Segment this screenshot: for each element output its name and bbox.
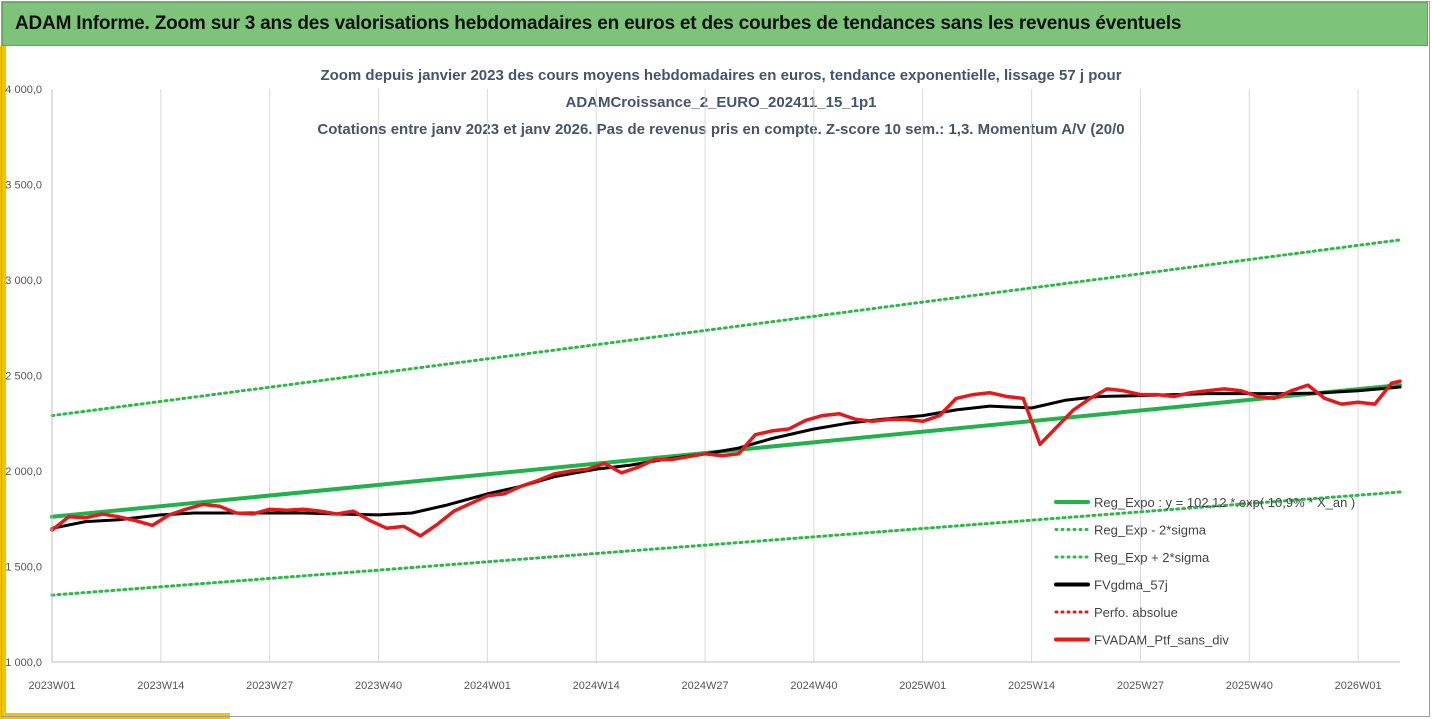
x-tick-label: 2024W40 (790, 680, 837, 692)
x-tick-label: 2023W27 (246, 680, 293, 692)
x-tick-label: 2023W01 (28, 680, 75, 692)
x-tick-label: 2026W01 (1335, 680, 1382, 692)
y-tick-label: 1 500,0 (5, 562, 42, 574)
legend-label: Perfo. absolue (1094, 605, 1178, 620)
x-tick-label: 2025W01 (899, 680, 946, 692)
legend-label: FVADAM_Ptf_sans_div (1094, 633, 1229, 648)
x-tick-label: 2024W01 (464, 680, 511, 692)
report-header: ADAM Informe. Zoom sur 3 ans des valoris… (2, 2, 1428, 46)
x-tick-label: 2023W14 (137, 680, 184, 692)
x-tick-label: 2023W40 (355, 680, 402, 692)
x-tick-label: 2025W40 (1226, 680, 1273, 692)
legend-label: Reg_Expo : y = 102,12 *.exp( 10,9% * X_a… (1094, 495, 1355, 510)
chart-axes: 2023W01 2023W14 2023W27 2023W40 2024W01 2024W… (5, 84, 1400, 692)
x-tick-label: 2024W27 (682, 680, 729, 692)
accent-bar-left (0, 46, 6, 719)
chart-legend: Reg_Expo : y = 102,12 *.exp( 10,9% * X_a… (1054, 495, 1355, 648)
y-tick-label: 2 500,0 (5, 371, 42, 383)
series-reg-exp-2-sigma (50, 490, 1402, 597)
series-fvadam-ptf-sans-div (50, 379, 1402, 538)
x-tick-label: 2025W27 (1117, 680, 1164, 692)
chart-series (50, 238, 1402, 597)
legend-label: Reg_Exp - 2*sigma (1094, 523, 1207, 538)
series-reg-exp-2-sigma (50, 238, 1402, 418)
chart-title-line: Cotations entre janv 2023 et janv 2026. … (317, 121, 1124, 138)
chart-title: Zoom depuis janvier 2023 des cours moyen… (317, 67, 1124, 138)
chart-gridlines (51, 89, 1359, 662)
y-tick-label: 2 000,0 (5, 466, 42, 478)
chart-title-line: Zoom depuis janvier 2023 des cours moyen… (320, 67, 1121, 84)
legend-label: Reg_Exp + 2*sigma (1094, 550, 1210, 565)
y-tick-label: 3 000,0 (5, 275, 42, 287)
x-tick-label: 2024W14 (573, 680, 620, 692)
legend-label: FVgdma_57j (1094, 578, 1168, 593)
chart-title-line: ADAMCroissance_2_EURO_202411_15_1p1 (565, 94, 876, 111)
y-tick-label: 4 000,0 (5, 84, 42, 96)
report-title: ADAM Informe. Zoom sur 3 ans des valoris… (15, 13, 1182, 34)
x-tick-label: 2025W14 (1008, 680, 1055, 692)
y-tick-label: 1 000,0 (5, 657, 42, 669)
y-tick-label: 3 500,0 (5, 180, 42, 192)
